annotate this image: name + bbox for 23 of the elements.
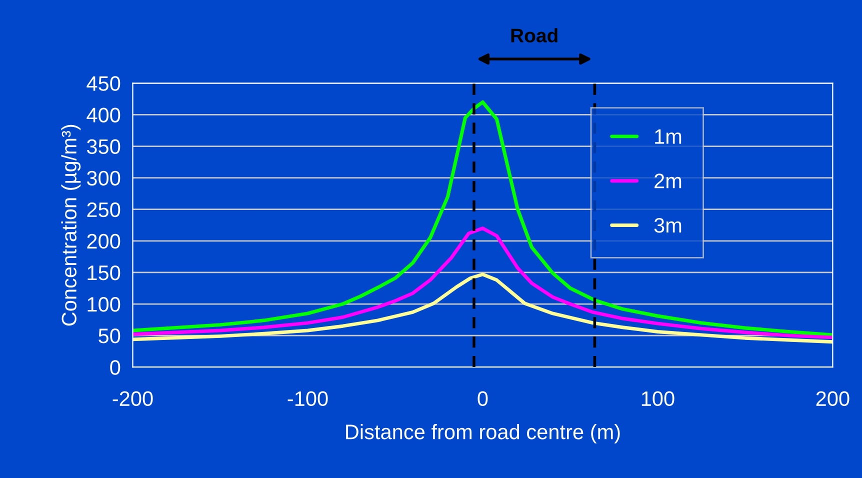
legend-label: 3m: [654, 218, 682, 233]
y-tick-label: 250: [87, 202, 120, 218]
x-tick-label: -100: [288, 391, 328, 406]
y-tick-label: 0: [110, 360, 120, 375]
y-tick-label: 50: [98, 328, 120, 344]
x-axis-title: Distance from road centre (m): [346, 424, 620, 444]
y-tick-label: 350: [86, 139, 120, 154]
legend-label: 1m: [655, 129, 682, 144]
x-tick-label: 100: [642, 391, 674, 406]
text: Road: [511, 28, 558, 42]
line-series: [132, 100, 833, 337]
x-tick-label: -200: [112, 391, 153, 406]
y-axis-title: Concentration (µg/m³): [61, 124, 81, 326]
y-tick-label: 400: [86, 108, 120, 122]
line-series: [132, 272, 833, 344]
x-tick-label: 0: [478, 391, 488, 406]
y-tick-label: 100: [88, 297, 120, 312]
y-tick-label: 150: [88, 265, 120, 280]
legend-label: 2m: [654, 174, 682, 188]
x-tick-label: 200: [816, 391, 850, 406]
y-tick-label: 450: [86, 76, 120, 91]
y-tick-label: 200: [87, 234, 120, 249]
y-tick-label: 300: [86, 170, 120, 186]
